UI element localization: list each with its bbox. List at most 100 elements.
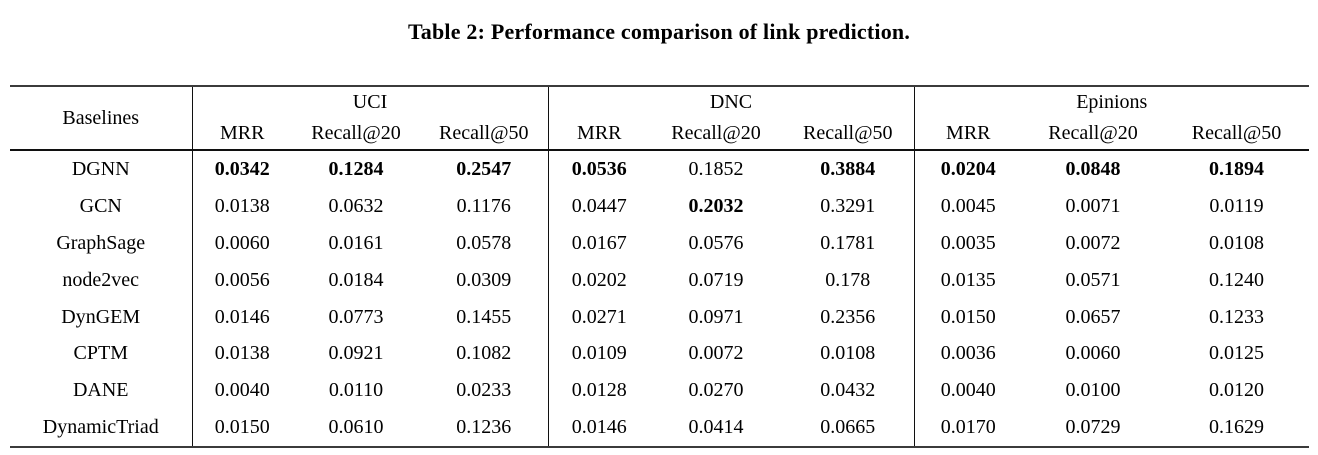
metric-value: 0.0719 <box>688 268 744 291</box>
metric-value: 0.0632 <box>328 194 384 217</box>
column-header-epinions-recall50: Recall@50 <box>1191 122 1282 144</box>
table-caption: Table 2: Performance comparison of link … <box>407 19 911 44</box>
metric-value: 0.0610 <box>328 416 384 439</box>
metric-value: 0.0233 <box>456 379 512 402</box>
metric-value: 0.1781 <box>820 231 876 254</box>
table-body: DGNN 0.0342 0.1284 0.2547 0.0536 0.1852 0.3884… <box>10 150 1309 448</box>
metric-value: 0.0447 <box>547 187 651 225</box>
metric-value: 0.0729 <box>1065 416 1121 439</box>
metric-value: 0.1233 <box>1209 305 1265 328</box>
metric-value: 0.1240 <box>1209 268 1265 291</box>
metric-value: 0.0108 <box>1209 231 1265 254</box>
metric-value: 0.0665 <box>820 416 876 439</box>
metric-value: 0.1284 <box>328 157 384 180</box>
metric-value: 0.0056 <box>191 261 292 299</box>
performance-table: Baselines UCI DNC Epinions MRR Recall@20… <box>10 85 1310 449</box>
metric-value: 0.0578 <box>456 231 512 254</box>
metric-value: 0.0100 <box>1065 379 1121 402</box>
column-header-uci-recall50: Recall@50 <box>439 122 529 144</box>
metric-value: 0.0110 <box>328 379 384 402</box>
baseline-name: DynamicTriad <box>42 416 159 439</box>
metric-value: 0.0072 <box>1065 231 1121 254</box>
group-header-uci: UCI <box>191 86 549 118</box>
metric-value: 0.0072 <box>688 342 744 365</box>
baseline-name: DANE <box>72 379 129 402</box>
column-header-baselines: Baselines <box>62 106 140 129</box>
metric-value: 0.3884 <box>820 157 876 180</box>
table-row: DynamicTriad 0.0150 0.0610 0.1236 0.0146 0.04… <box>10 409 1309 448</box>
metric-value: 0.0071 <box>1065 194 1121 217</box>
metric-value: 0.0040 <box>913 372 1023 410</box>
metric-value: 0.0120 <box>1209 379 1265 402</box>
metric-value: 0.0138 <box>191 335 292 373</box>
metric-value: 0.0167 <box>547 224 651 262</box>
column-header-epinions-recall20: Recall@20 <box>1048 122 1138 144</box>
metric-value: 0.0135 <box>913 261 1023 299</box>
metric-value: 0.0773 <box>328 305 384 328</box>
group-header-dnc: DNC <box>547 86 915 118</box>
metric-value: 0.0271 <box>547 298 651 336</box>
group-header-row: Baselines UCI DNC Epinions <box>10 86 1310 129</box>
column-header-epinions-mrr: MRR <box>913 118 1023 150</box>
group-header-epinions: Epinions <box>913 86 1310 118</box>
metric-value: 0.1236 <box>456 416 512 439</box>
table-row: node2vec 0.0056 0.0184 0.0309 0.0202 0.0719 0.… <box>10 261 1309 299</box>
metric-value: 0.0035 <box>913 224 1023 262</box>
baseline-name: DynGEM <box>61 305 141 328</box>
metric-value: 0.0536 <box>547 150 651 188</box>
metric-value: 0.1176 <box>456 194 511 217</box>
metric-value: 0.178 <box>825 268 871 291</box>
table-row: CPTM 0.0138 0.0921 0.1082 0.0109 0.0072 0.0108… <box>10 335 1309 373</box>
metric-value: 0.0045 <box>913 187 1023 225</box>
metric-value: 0.0060 <box>1065 342 1121 365</box>
metric-value: 0.0146 <box>191 298 292 336</box>
metric-value: 0.0576 <box>688 231 744 254</box>
metric-value: 0.0202 <box>547 261 651 299</box>
column-header-dnc-recall20: Recall@20 <box>671 122 761 144</box>
metric-value: 0.1455 <box>456 305 512 328</box>
metric-value: 0.0921 <box>328 342 384 365</box>
metric-value: 0.2356 <box>820 305 876 328</box>
table-row: DANE 0.0040 0.0110 0.0233 0.0128 0.0270 0.0432… <box>10 372 1309 410</box>
column-header-uci-recall20: Recall@20 <box>311 122 401 144</box>
baseline-name: CPTM <box>73 342 128 365</box>
metric-value: 0.0150 <box>191 409 292 448</box>
metric-value: 0.0109 <box>547 335 651 373</box>
metric-value: 0.0125 <box>1209 342 1265 365</box>
baseline-name: DGNN <box>71 157 130 180</box>
table-row: DynGEM 0.0146 0.0773 0.1455 0.0271 0.0971 0.23… <box>10 298 1309 336</box>
table-row: DGNN 0.0342 0.1284 0.2547 0.0536 0.1852 0.3884… <box>10 150 1309 188</box>
metric-value: 0.0184 <box>328 268 384 291</box>
metric-value: 0.0060 <box>191 224 292 262</box>
column-header-dnc-recall50: Recall@50 <box>803 122 893 144</box>
metric-header-row: MRR Recall@20 Recall@50 MRR Recall@20 Re… <box>10 118 1309 150</box>
baseline-name: GCN <box>79 194 122 217</box>
metric-value: 0.1082 <box>456 342 512 365</box>
metric-value: 0.0571 <box>1065 268 1121 291</box>
table-row: GraphSage 0.0060 0.0161 0.0578 0.0167 0.0576 0… <box>10 224 1309 262</box>
column-header-uci-mrr: MRR <box>191 118 292 150</box>
metric-value: 0.0119 <box>1209 194 1264 217</box>
metric-value: 0.1629 <box>1209 416 1265 439</box>
metric-value: 0.2032 <box>688 194 744 217</box>
metric-value: 0.0342 <box>191 150 292 188</box>
metric-value: 0.0309 <box>456 268 512 291</box>
metric-value: 0.0036 <box>913 335 1023 373</box>
baseline-name: node2vec <box>62 268 140 291</box>
metric-value: 0.1852 <box>688 157 744 180</box>
metric-value: 0.3291 <box>820 194 876 217</box>
column-header-dnc-mrr: MRR <box>547 118 651 150</box>
metric-value: 0.0108 <box>820 342 876 365</box>
metric-value: 0.0146 <box>547 409 651 448</box>
metric-value: 0.0432 <box>820 379 876 402</box>
metric-value: 0.0971 <box>688 305 744 328</box>
metric-value: 0.0040 <box>191 372 292 410</box>
metric-value: 0.0414 <box>688 416 744 439</box>
table-header: Baselines UCI DNC Epinions MRR Recall@20… <box>10 86 1310 150</box>
metric-value: 0.0138 <box>191 187 292 225</box>
metric-value: 0.1894 <box>1209 157 1265 180</box>
metric-value: 0.0161 <box>328 231 384 254</box>
metric-value: 0.2547 <box>456 157 512 180</box>
metric-value: 0.0170 <box>913 409 1023 448</box>
